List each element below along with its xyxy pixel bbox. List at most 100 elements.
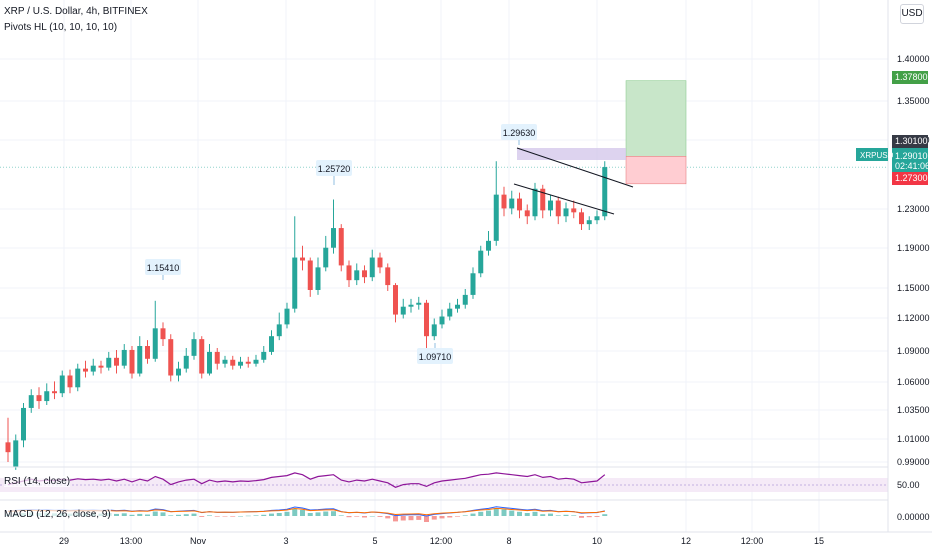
macd-histogram-bar: [455, 516, 460, 517]
candle-body: [594, 216, 600, 221]
time-tick: 12:00: [430, 536, 453, 546]
macd-histogram-bar: [431, 516, 437, 520]
candle-body: [493, 194, 499, 241]
price-tick: 1.35000: [897, 96, 930, 106]
rsi-line: [7, 472, 606, 488]
candle-body: [145, 346, 150, 359]
macd-histogram-bar: [416, 516, 422, 520]
macd-histogram-bar: [602, 514, 608, 516]
candle-body: [524, 210, 530, 217]
macd-histogram-bar: [168, 515, 174, 516]
target-zone: [625, 80, 687, 157]
candle-body: [323, 247, 329, 268]
channel-overlay[interactable]: [513, 147, 634, 215]
candle-body: [5, 442, 11, 453]
macd-histogram-bar: [214, 516, 220, 517]
macd-histogram-bar: [362, 516, 367, 518]
macd-histogram-bar: [253, 515, 259, 516]
macd-histogram-bar: [517, 511, 522, 516]
candle-body: [21, 407, 26, 441]
macd-histogram-bar: [524, 513, 530, 516]
macd-histogram-bar: [152, 511, 158, 516]
candle-body: [331, 228, 336, 248]
macd-histogram-bar: [540, 514, 546, 516]
position-zones[interactable]: [517, 80, 687, 185]
candle-body: [59, 375, 65, 394]
candlestick-series: [5, 161, 608, 470]
macd-histogram-bar: [571, 515, 577, 516]
pivot-bg: [501, 124, 537, 140]
candle-body: [90, 365, 96, 372]
time-axis[interactable]: 29 13:00 Nov 3 5 12:00 8 10 12 12:00 15: [0, 531, 932, 546]
candle-body: [509, 198, 515, 209]
macd-histogram-bar: [284, 511, 290, 516]
pivot-label: 1.15410: [147, 263, 180, 273]
price-grid: [0, 0, 888, 532]
stop-price-tag: 1.27300: [895, 173, 928, 183]
candle-body: [230, 359, 236, 366]
candle-body: [28, 395, 34, 408]
candle-body: [517, 198, 522, 211]
time-tick: 3: [283, 536, 288, 546]
macd-histogram-bar: [470, 513, 476, 516]
time-tick: 12:00: [741, 536, 764, 546]
macd-histogram-bar: [261, 514, 267, 516]
currency-button[interactable]: USD: [900, 4, 924, 24]
macd-histogram-bar: [338, 515, 344, 516]
candle-body: [540, 188, 546, 211]
price-axis[interactable]: 1.400001.350001.300001.230001.190001.150…: [856, 0, 930, 532]
candle-body: [470, 273, 476, 295]
candle-body: [253, 359, 259, 364]
candle-body: [98, 365, 104, 368]
candle-body: [292, 257, 298, 309]
macd-histogram-bar: [129, 514, 135, 516]
candle-body: [199, 339, 205, 374]
macd-histogram-bar: [424, 516, 429, 522]
price-tick: 1.15000: [897, 283, 930, 293]
macd-histogram-bar: [183, 514, 189, 516]
price-tick: 1.40000: [897, 54, 930, 64]
pivot-bg: [145, 259, 181, 275]
candle-body: [222, 359, 228, 364]
macd-histogram-bar: [563, 514, 569, 516]
candle-body: [36, 395, 42, 402]
macd-histogram-bar: [532, 511, 538, 516]
macd-histogram-bar: [579, 516, 584, 518]
macd-value: 0.00000: [897, 512, 930, 522]
candle-body: [563, 208, 569, 217]
candle-body: [106, 357, 112, 368]
rsi-label: RSI (14, close): [4, 476, 71, 487]
candle-body: [362, 270, 367, 278]
candle-body: [424, 302, 429, 337]
macd-histogram-bar: [594, 516, 600, 517]
macd-histogram-bar: [199, 516, 205, 517]
macd-histogram-bar: [191, 513, 197, 516]
candle-body: [377, 257, 383, 268]
time-tick: Nov: [190, 536, 207, 546]
macd-histogram-bar: [447, 516, 453, 518]
candle-body: [400, 306, 406, 315]
symbol-tag-bg: [856, 148, 888, 161]
candle-body: [431, 324, 437, 337]
symbol-tag: XRPUSD: [860, 151, 894, 160]
time-tick: 29: [59, 536, 69, 546]
candle-body: [75, 368, 81, 388]
candle-body: [238, 361, 243, 366]
macd-histogram-bar: [222, 516, 228, 517]
entry-price-tag-bg: [892, 135, 928, 148]
candle-body: [548, 200, 553, 211]
candle-body: [83, 368, 88, 372]
macd-histogram-bar: [207, 515, 212, 516]
candle-body: [52, 391, 57, 394]
last-price-tag: 1.29010: [895, 151, 928, 161]
pivot-bg: [417, 348, 453, 364]
macd-histogram-bar: [501, 509, 507, 516]
candle-body: [191, 339, 197, 356]
countdown-tag: 02:41:06: [895, 161, 930, 171]
candle-body: [269, 336, 274, 352]
candle-body: [455, 304, 460, 309]
macd-histogram-bar: [408, 516, 414, 521]
time-tick: 10: [592, 536, 602, 546]
macd-histogram-bar: [300, 510, 305, 516]
